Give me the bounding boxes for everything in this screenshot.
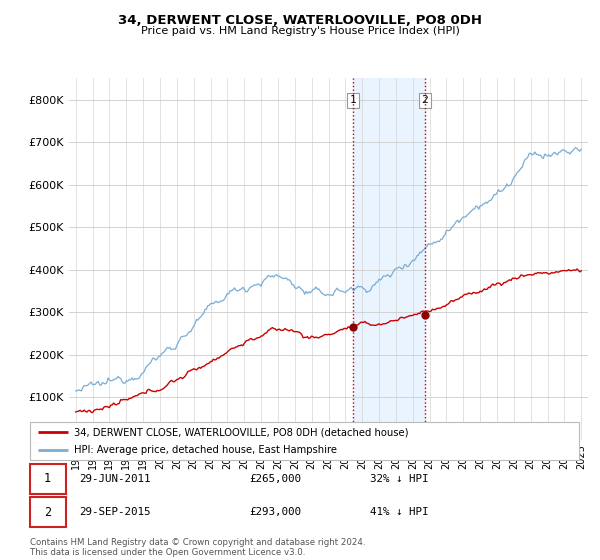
Text: 29-JUN-2011: 29-JUN-2011 xyxy=(79,474,151,484)
Text: 1: 1 xyxy=(350,95,356,105)
FancyBboxPatch shape xyxy=(30,422,579,460)
Text: 32% ↓ HPI: 32% ↓ HPI xyxy=(370,474,429,484)
Text: 2: 2 xyxy=(421,95,428,105)
Text: 1: 1 xyxy=(44,473,51,486)
Bar xyxy=(353,78,425,440)
Text: Contains HM Land Registry data © Crown copyright and database right 2024.
This d: Contains HM Land Registry data © Crown c… xyxy=(30,538,365,557)
Text: 34, DERWENT CLOSE, WATERLOOVILLE, PO8 0DH: 34, DERWENT CLOSE, WATERLOOVILLE, PO8 0D… xyxy=(118,14,482,27)
Text: HPI: Average price, detached house, East Hampshire: HPI: Average price, detached house, East… xyxy=(74,445,337,455)
FancyBboxPatch shape xyxy=(30,464,65,493)
FancyBboxPatch shape xyxy=(30,497,65,526)
Text: Price paid vs. HM Land Registry's House Price Index (HPI): Price paid vs. HM Land Registry's House … xyxy=(140,26,460,36)
Text: 2: 2 xyxy=(44,506,51,519)
Text: £265,000: £265,000 xyxy=(250,474,302,484)
Text: £293,000: £293,000 xyxy=(250,507,302,517)
Text: 41% ↓ HPI: 41% ↓ HPI xyxy=(370,507,429,517)
Text: 34, DERWENT CLOSE, WATERLOOVILLE, PO8 0DH (detached house): 34, DERWENT CLOSE, WATERLOOVILLE, PO8 0D… xyxy=(74,427,409,437)
Text: 29-SEP-2015: 29-SEP-2015 xyxy=(79,507,151,517)
